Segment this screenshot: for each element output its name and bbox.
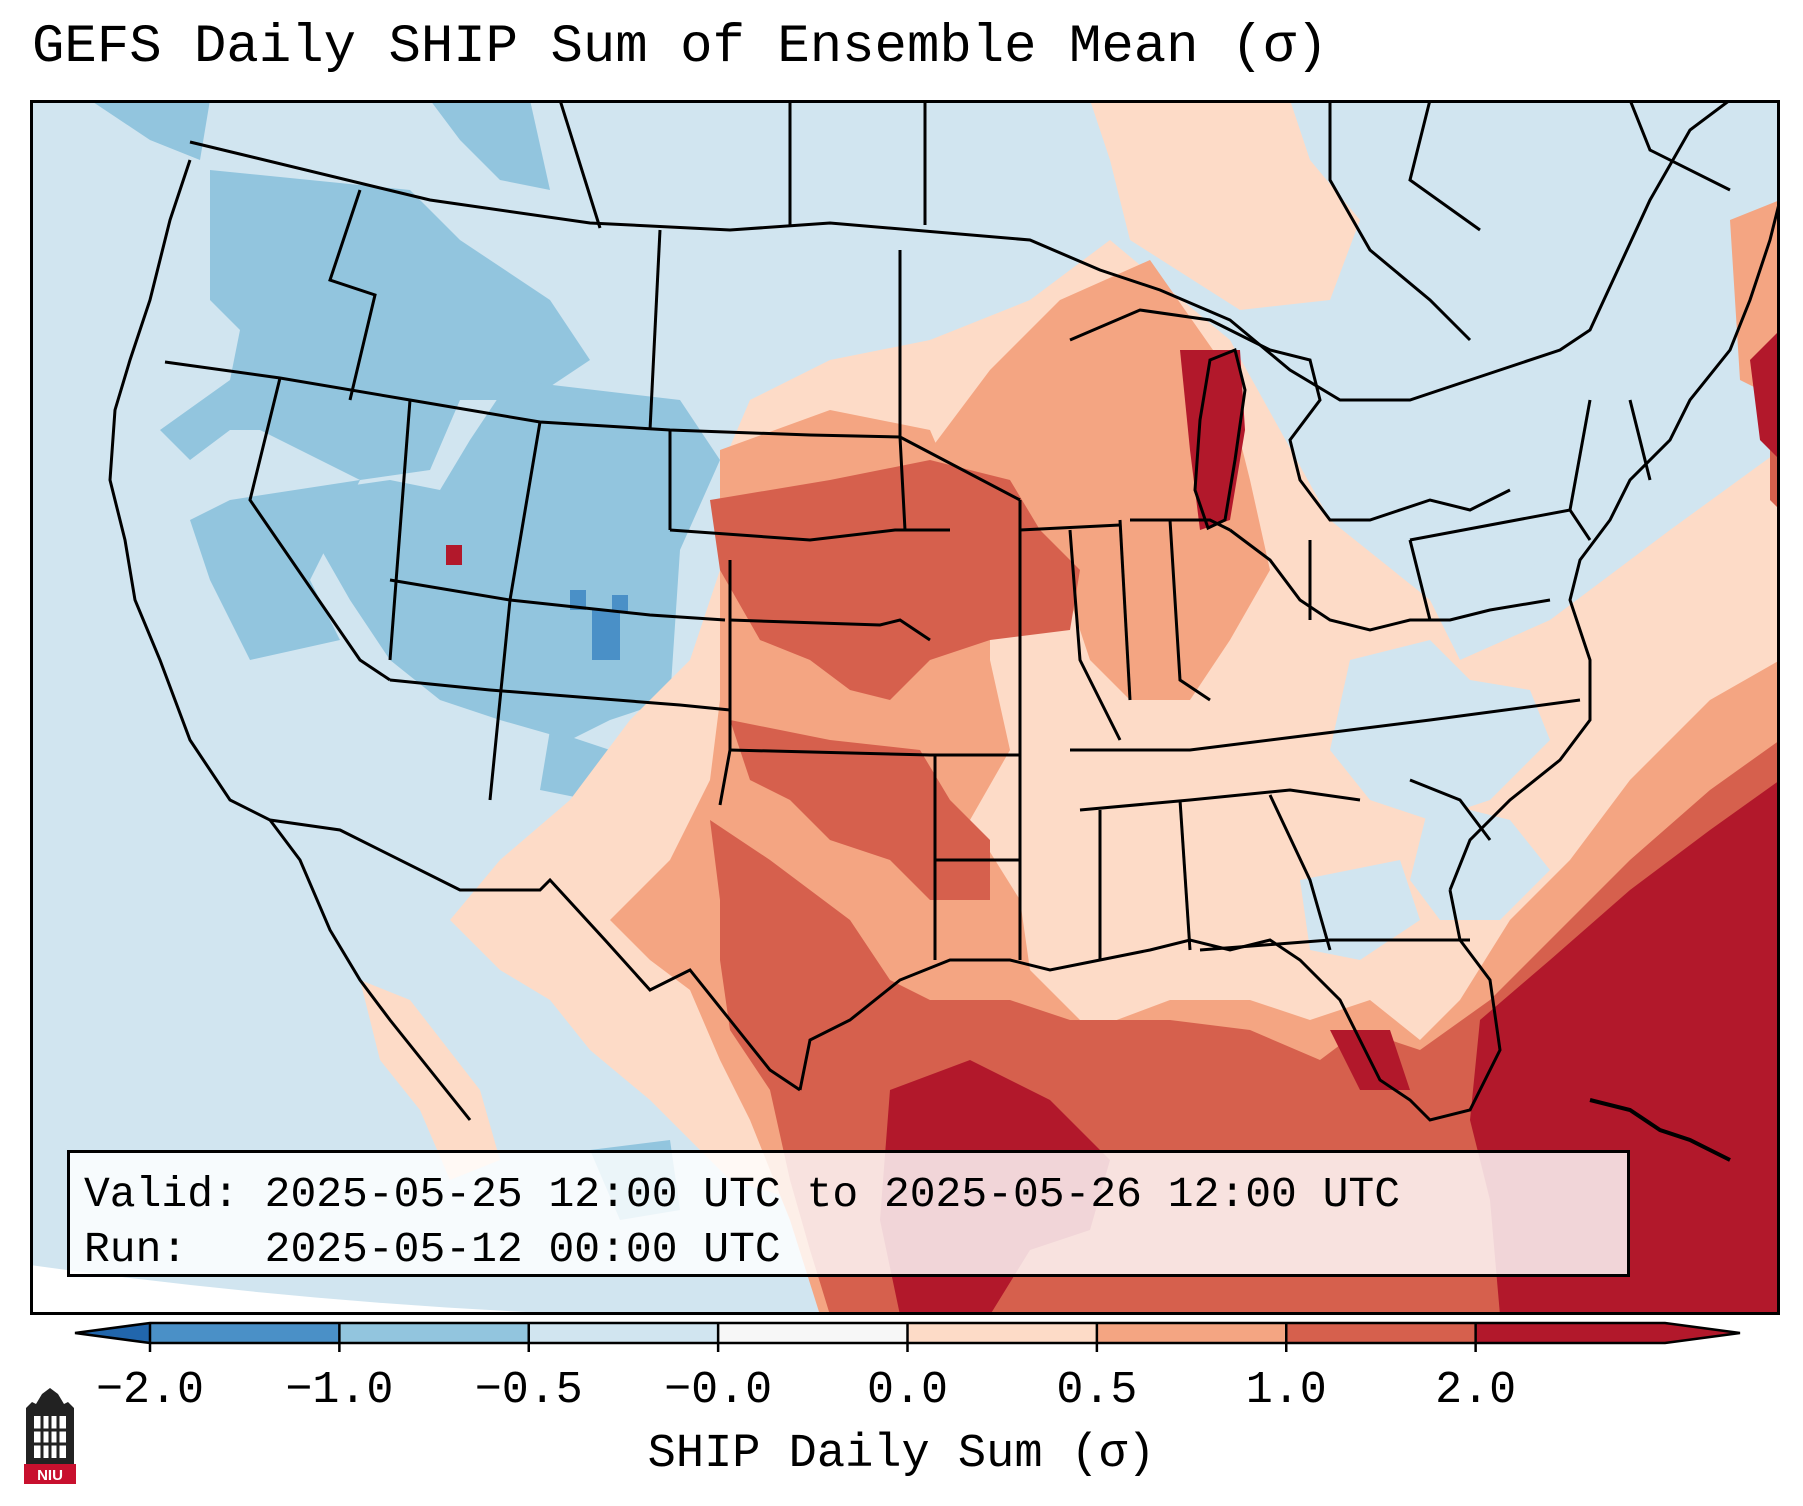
map-canvas [30,100,1780,1315]
colorbar [74,1321,1741,1352]
colorbar-segment [528,1323,719,1343]
map-title: GEFS Daily SHIP Sum of Ensemble Mean (σ) [32,17,1329,78]
colorbar-segments [150,1323,1666,1343]
bahamas-islands [1589,1098,1731,1162]
colorbar-segment [1475,1323,1666,1343]
colorbar-tick-label: −0.5 [474,1365,583,1416]
university-logo-icon: NIU [24,1388,76,1484]
colorbar-segment [718,1323,908,1343]
logo-text: NIU [37,1467,63,1484]
colorbar-tick-label: 2.0 [1435,1365,1517,1416]
valid-label: Valid: [84,1170,239,1219]
colorbar-label: SHIP Daily Sum (σ) [647,1428,1156,1481]
colorbar-tick-label: −1.0 [285,1365,394,1416]
colorbar-tick-label: −2.0 [95,1365,205,1416]
run-row: Run: 2025-05-12 00:00 UTC [84,1222,1611,1277]
colorbar-tick-label: 1.0 [1245,1365,1327,1416]
state-borders [108,100,1780,1122]
colorbar-segment [907,1323,1098,1343]
colorbar-segment [1096,1323,1287,1343]
colorbar-tick-marks [148,1323,1477,1352]
run-value: 2025-05-12 00:00 UTC [264,1225,781,1274]
colorbar-tick-label: 0.5 [1056,1365,1138,1416]
valid-value: 2025-05-25 12:00 UTC to 2025-05-26 12:00… [264,1170,1401,1219]
info-box: Valid: 2025-05-25 12:00 UTC to 2025-05-2… [67,1150,1630,1277]
run-label: Run: [84,1225,188,1274]
strong-negative-anomaly [570,590,628,660]
map-panel [30,100,1780,1315]
colorbar-extend-low [75,1323,150,1343]
valid-row: Valid: 2025-05-25 12:00 UTC to 2025-05-2… [84,1167,1611,1222]
colorbar-segment [150,1323,340,1343]
colorbar-tick-label: 0.0 [866,1365,949,1416]
colorbar-segment [1286,1323,1477,1343]
map-frame [30,100,1780,1315]
colorbar-segment [339,1323,530,1343]
lake-michigan [1193,347,1247,531]
great-lakes-shoreline [1069,308,1511,522]
colorbar-extend-high [1665,1323,1740,1343]
colorbar-tick-label: −0.0 [664,1365,773,1416]
